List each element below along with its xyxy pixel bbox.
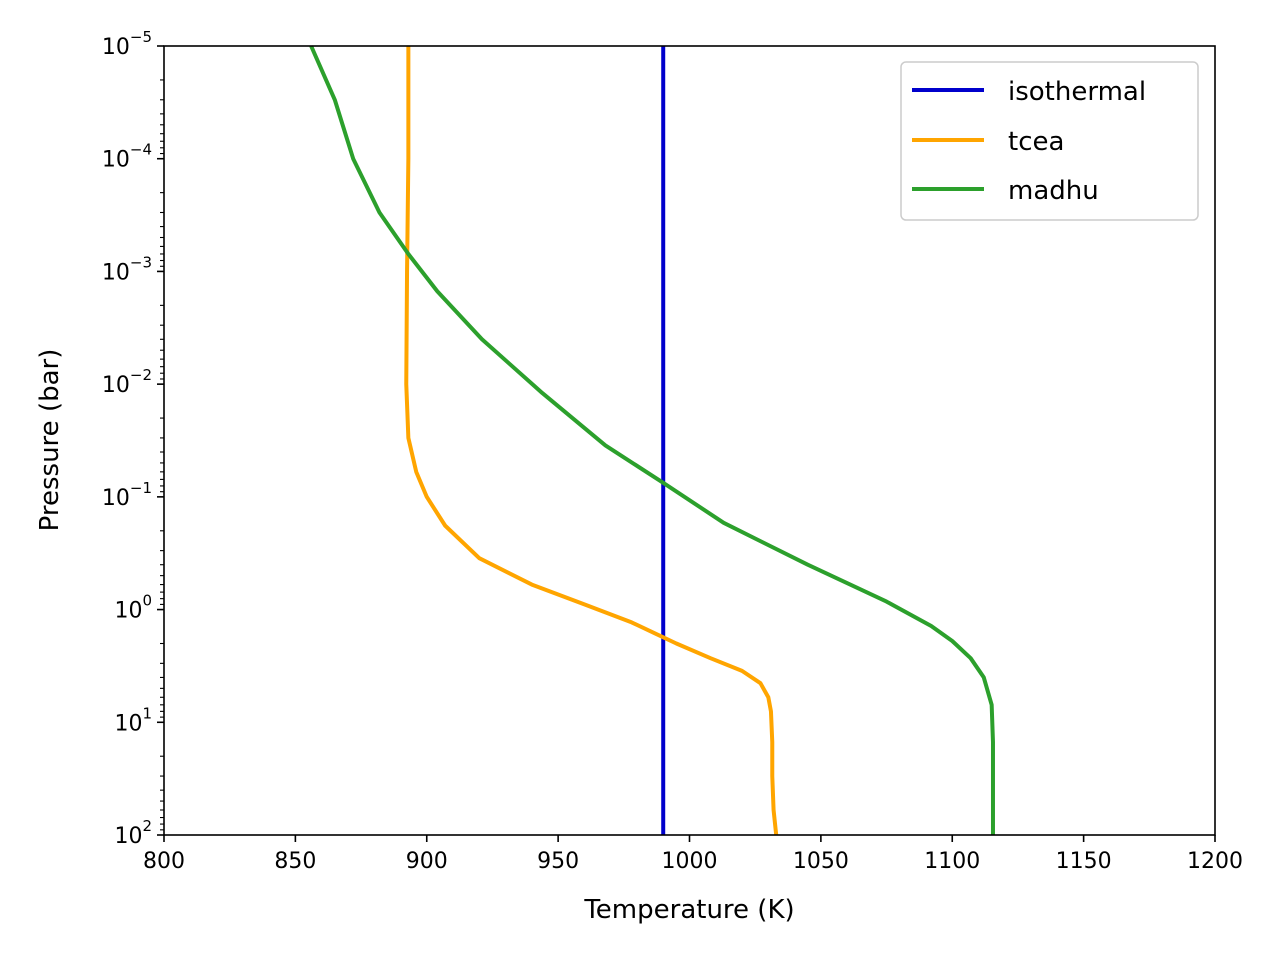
- x-tick-label: 1050: [793, 849, 849, 874]
- x-tick-label: 1150: [1056, 849, 1112, 874]
- series-line-tcea: [404, 46, 779, 836]
- legend-label-tcea: tcea: [1008, 127, 1064, 157]
- legend-label-isothermal: isothermal: [1008, 77, 1146, 107]
- y-tick-label: 10−3: [102, 253, 152, 285]
- series-layer: [309, 45, 995, 836]
- y-tick-label: 100: [114, 592, 152, 624]
- y-axis: 10−5 10−4 10−3 10−2 10−1 100 101 102: [102, 28, 164, 849]
- x-tick-label: 900: [406, 849, 448, 874]
- x-tick-label: 800: [143, 849, 185, 874]
- legend-box: [900, 61, 1199, 221]
- y-tick-label: 101: [114, 704, 152, 736]
- y-tick-label: 10−4: [102, 141, 152, 173]
- y-tick-label: 10−2: [102, 366, 152, 398]
- x-tick-label: 950: [537, 849, 579, 874]
- x-axis-label: Temperature (K): [583, 895, 794, 925]
- legend-label-madhu: madhu: [1008, 176, 1099, 206]
- y-tick-label: 102: [114, 817, 152, 849]
- y-axis-label: Pressure (bar): [35, 349, 65, 532]
- x-tick-label: 1000: [662, 849, 718, 874]
- y-tick-label: 10−5: [102, 28, 152, 60]
- x-tick-label: 850: [274, 849, 316, 874]
- legend: isothermal tcea madhu: [900, 61, 1199, 221]
- x-tick-label: 1200: [1187, 849, 1243, 874]
- y-tick-label: 10−1: [102, 479, 152, 511]
- x-tick-label: 1100: [924, 849, 980, 874]
- x-axis: 800 850 900 950 1000 1050 1100 1150 1200: [143, 835, 1243, 874]
- series-line-madhu: [309, 45, 995, 835]
